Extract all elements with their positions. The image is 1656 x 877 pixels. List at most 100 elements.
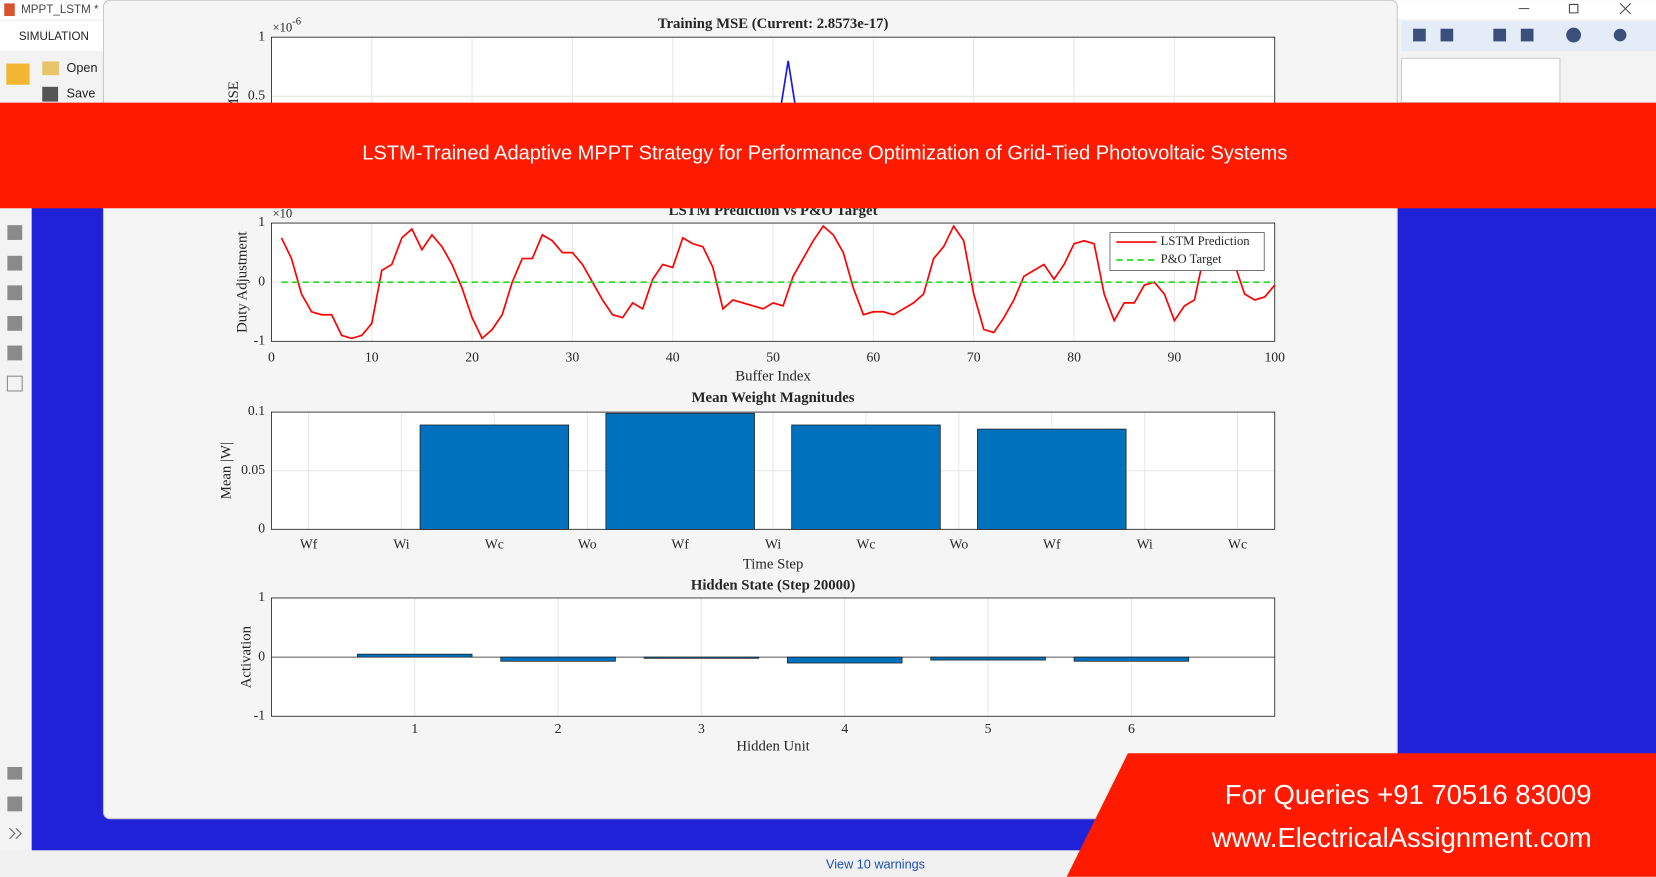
icon[interactable] [1493,28,1507,42]
icon[interactable] [1520,28,1534,42]
x-tick-label: 40 [666,349,680,364]
tool-icon[interactable] [7,225,23,240]
x-tick-label: 60 [867,349,881,364]
x-axis-label: Buffer Index [735,369,811,385]
y-tick-label: 1 [258,28,265,43]
tool-icon[interactable] [6,375,23,392]
bar [1073,656,1190,662]
contact-phone: For Queries +91 70516 83009 [1225,779,1592,810]
x-tick-label: 100 [1264,349,1285,364]
y-tick-label: 1 [258,214,265,229]
bar [643,656,760,659]
bar [605,412,755,530]
y-axis-label: Mean |W| [218,442,234,499]
open-label[interactable]: Open [67,61,98,75]
open-icon[interactable] [42,61,60,76]
exponent-base: ×10 [272,207,292,221]
y-tick-label: 0.5 [248,87,265,102]
bar [791,424,941,530]
expand-icon[interactable] [9,827,22,840]
x-tick-label: 1 [411,721,418,736]
x-tick-label: 30 [566,349,580,364]
x-tick-label: 4 [841,721,848,736]
new-icon[interactable] [6,63,30,85]
tool-icon[interactable] [7,255,23,271]
x-tick-label: 2 [555,721,562,736]
quick-icons [1413,27,1627,43]
x-tick-label: Wf [1043,536,1061,551]
x-tick-label: 90 [1168,349,1182,364]
y-tick-label: -1 [254,707,266,722]
data-line [280,224,1276,340]
subplot-title: Hidden State (Step 20000) [691,578,856,594]
tool-icon[interactable] [7,345,23,361]
tab-bg [0,21,104,51]
save-icon[interactable] [42,86,59,102]
subplot-title: Training MSE (Current: 2.8573e-17) [658,16,889,32]
contact-box [1066,753,1656,877]
bar [419,424,570,530]
save-label[interactable]: Save [67,87,96,101]
y-tick-label: -1 [254,332,266,347]
x-tick-label: Wo [578,536,597,551]
y-axis-label: Activation [239,625,255,688]
dropdown[interactable] [1400,57,1561,104]
tool-icon[interactable] [7,766,23,780]
icon[interactable] [1413,28,1426,42]
bar [977,428,1127,530]
legend [1109,232,1265,271]
icon[interactable] [1613,28,1627,42]
tool-icon[interactable] [7,796,23,812]
tool-icon[interactable] [7,285,23,301]
bar [930,656,1046,661]
subplot: -1 0 1 1 2 3 4 5 6 Hidden State (Step 20000) Hidde… [239,578,1276,754]
x-tick-label: Wi [1137,536,1153,551]
x-tick-label: 10 [365,349,379,364]
x-tick-label: Wc [1228,536,1247,551]
x-tick-label: 6 [1128,721,1135,736]
y-tick-label: 0 [258,648,265,663]
subplot-title: Mean Weight Magnitudes [692,390,855,406]
y-tick-label: 0.1 [248,403,265,418]
window-controls[interactable] [1518,3,1632,15]
x-tick-label: 3 [698,721,705,736]
x-tick-label: Wi [765,536,781,551]
x-tick-label: 80 [1067,349,1081,364]
contact-website: www.ElectricalAssignment.com [1211,822,1592,853]
legend-label: P&O Target [1161,252,1222,266]
status-link[interactable]: View 10 warnings [826,858,925,872]
y-tick-label: 0.05 [241,462,265,477]
bar [787,656,903,664]
window-title: MPPT_LSTM * [21,3,99,16]
x-tick-label: 70 [967,349,981,364]
y-axis-label: Duty Adjustment [234,231,250,333]
legend-label: LSTM Prediction [1161,234,1251,248]
x-tick-label: Wf [671,536,689,551]
y-tick-label: 0 [258,520,265,535]
y-tick-label: 1 [258,589,265,604]
x-axis-label: Time Step [743,557,804,573]
x-tick-label: 50 [766,349,780,364]
tool-icon[interactable] [7,315,23,331]
y-exponent: ×10 [272,207,292,221]
icon[interactable] [1566,27,1582,43]
banner [0,102,1656,209]
x-tick-label: Wo [950,536,969,551]
tab[interactable]: SIMULATION [19,30,89,43]
x-tick-label: Wi [393,536,409,551]
axes-frame [271,411,1276,530]
banner-text: LSTM-Trained Adaptive MPPT Strategy for … [362,143,1287,165]
left-toolbar [6,225,23,840]
bar [357,653,473,658]
icon[interactable] [1440,28,1454,42]
x-tick-label: Wc [485,536,504,551]
x-tick-label: Wf [300,536,318,551]
x-tick-label: 5 [985,721,992,736]
y-tick-label: 0 [258,273,265,288]
x-tick-label: 20 [465,349,479,364]
exponent-power: -6 [292,17,301,28]
app-icon [4,3,15,17]
